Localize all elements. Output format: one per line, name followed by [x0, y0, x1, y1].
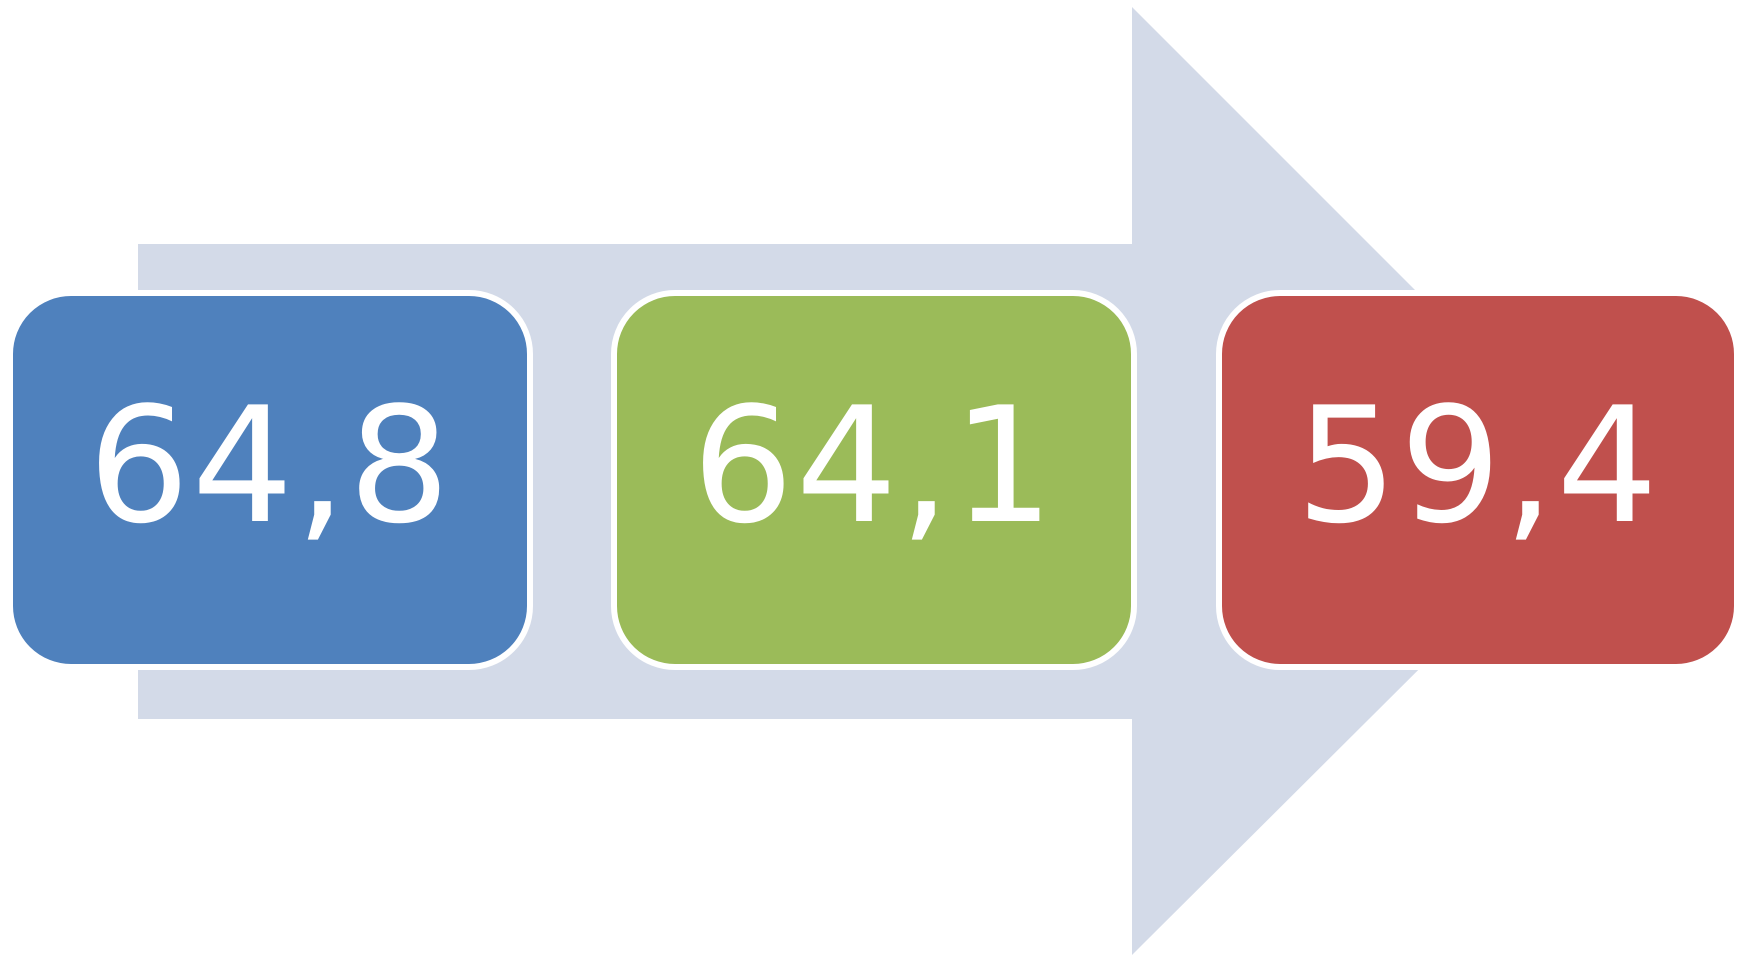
value-box-1: 64,8 [7, 290, 533, 670]
value-box-2: 64,1 [611, 290, 1137, 670]
value-text-3: 59,4 [1295, 372, 1661, 559]
value-box-3: 59,4 [1216, 290, 1740, 670]
value-text-1: 64,8 [87, 372, 453, 559]
value-text-2: 64,1 [691, 372, 1057, 559]
